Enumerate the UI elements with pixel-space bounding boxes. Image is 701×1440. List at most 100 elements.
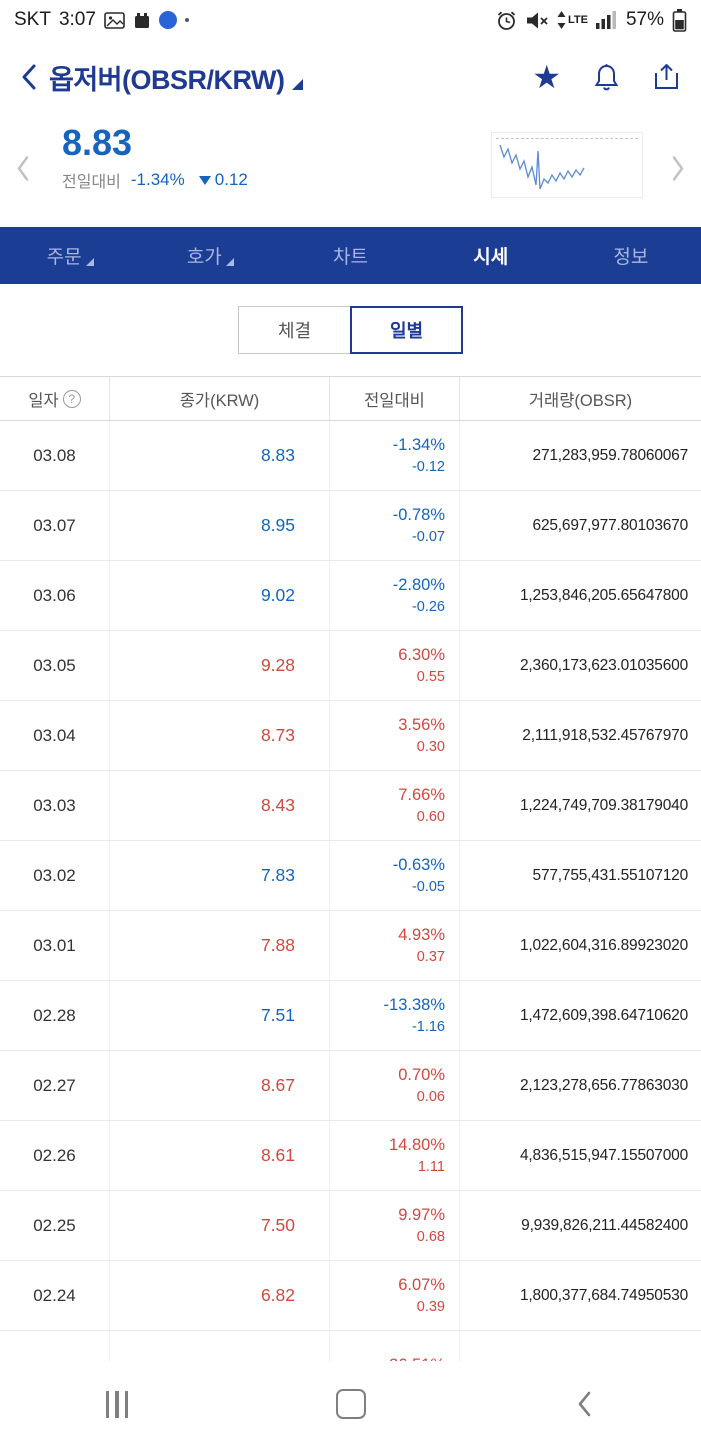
app-notification-icon (133, 12, 151, 29)
table-row: 02.27 8.67 0.70% 0.06 2,123,278,656.7786… (0, 1051, 701, 1121)
cell-date (0, 1331, 110, 1361)
prev-coin-chevron[interactable] (16, 155, 30, 186)
cell-change: 6.07% 0.39 (330, 1261, 460, 1330)
tab-orderbook-dropdown-icon (225, 257, 234, 266)
sparkline-path (499, 144, 585, 190)
table-row: 02.28 7.51 -13.38% -1.16 1,472,609,398.6… (0, 981, 701, 1051)
cell-volume: 1,224,749,709.38179040 (520, 796, 688, 814)
sparkline-dashed-line (496, 138, 638, 139)
header-date: 일자 ? (0, 377, 110, 420)
sparkline-svg (499, 144, 585, 190)
notification-bell-button[interactable] (593, 63, 620, 92)
title-dropdown-triangle-icon[interactable] (291, 78, 303, 90)
mute-icon (526, 10, 549, 31)
change-percent: 7.66% (398, 786, 445, 804)
cell-volume: 577,755,431.55107120 (532, 866, 689, 884)
cell-change: -13.38% -1.16 (330, 981, 460, 1050)
subtab-executions[interactable]: 체결 (238, 306, 351, 354)
cell-date: 03.08 (0, 421, 110, 490)
table-row: 03.01 7.88 4.93% 0.37 1,022,604,316.8992… (0, 911, 701, 981)
cell-change: -2.80% -0.26 (330, 561, 460, 630)
tab-chart[interactable]: 차트 (280, 227, 420, 284)
change-percent: 26.51% (389, 1354, 445, 1361)
change-label: 전일대비 (62, 174, 121, 191)
tab-order[interactable]: 주문 (0, 227, 140, 284)
down-triangle-icon (198, 175, 211, 185)
header-close: 종가(KRW) (110, 377, 330, 420)
change-value: 0.12 (214, 170, 248, 189)
cell-close: 9.28 (110, 631, 330, 700)
nav-back-button[interactable] (467, 1389, 701, 1419)
header-change: 전일대비 (330, 377, 460, 420)
cell-change: 9.97% 0.68 (330, 1191, 460, 1260)
change-delta: 1.11 (417, 1159, 445, 1175)
cell-volume: 1,800,377,684.74950530 (520, 1286, 688, 1304)
change-percent: 6.30% (398, 646, 445, 664)
cell-close: 6.82 (110, 1261, 330, 1330)
cell-change: 26.51% (330, 1331, 460, 1361)
recents-icon (105, 1390, 129, 1418)
table-row: 02.26 8.61 14.80% 1.11 4,836,515,947.155… (0, 1121, 701, 1191)
cell-volume: 1,253,846,205.65647800 (520, 586, 688, 604)
header-volume: 거래량(OBSR) (528, 391, 633, 410)
cell-change: 0.70% 0.06 (330, 1051, 460, 1120)
next-coin-chevron[interactable] (671, 155, 685, 186)
cell-date: 03.06 (0, 561, 110, 630)
cell-close: 7.50 (110, 1191, 330, 1260)
change-delta: 0.55 (416, 669, 445, 685)
cell-date: 02.27 (0, 1051, 110, 1120)
table-row: 03.08 8.83 -1.34% -0.12 271,283,959.7806… (0, 421, 701, 491)
cell-close: 7.51 (110, 981, 330, 1050)
change-percent: 0.70% (398, 1066, 445, 1084)
change-percent: -0.63% (392, 856, 445, 874)
tab-quotes[interactable]: 시세 (421, 227, 561, 284)
header-date-label: 일자 (28, 391, 59, 410)
cell-close: 8.83 (110, 421, 330, 490)
status-time: 3:07 (58, 9, 96, 30)
change-delta: 0.06 (416, 1089, 445, 1105)
android-nav-bar (0, 1368, 701, 1440)
home-button[interactable] (234, 1389, 468, 1419)
cell-change: 7.66% 0.60 (330, 771, 460, 840)
cell-volume: 2,111,918,532.45767970 (522, 726, 688, 744)
change-percent: -1.34% (392, 436, 445, 454)
tab-orderbook[interactable]: 호가 (140, 227, 280, 284)
cell-date: 03.03 (0, 771, 110, 840)
change-delta: 0.30 (416, 739, 445, 755)
nav-back-icon (578, 1391, 590, 1417)
tab-chart-label: 차트 (333, 247, 368, 268)
cell-change: 14.80% 1.11 (330, 1121, 460, 1190)
mini-sparkline-chart (491, 132, 643, 198)
cell-date: 02.28 (0, 981, 110, 1050)
share-button[interactable] (652, 63, 681, 92)
cell-close: 9.02 (110, 561, 330, 630)
table-row: 03.04 8.73 3.56% 0.30 2,111,918,532.4576… (0, 701, 701, 771)
change-percent: 6.07% (398, 1276, 445, 1294)
change-delta: -0.12 (411, 459, 445, 475)
cell-date: 02.26 (0, 1121, 110, 1190)
gallery-notification-icon (104, 11, 125, 29)
change-percent: 4.93% (398, 926, 445, 944)
table-row: 26.51% (0, 1331, 701, 1361)
subtab-daily[interactable]: 일별 (350, 306, 463, 354)
help-icon[interactable]: ? (62, 389, 81, 408)
favorite-star-button[interactable]: ★ (532, 59, 561, 95)
change-percent: 9.97% (398, 1206, 445, 1224)
subtab-row: 체결 일별 (0, 284, 701, 376)
tab-info-label: 정보 (613, 247, 649, 268)
table-row: 03.06 9.02 -2.80% -0.26 1,253,846,205.65… (0, 561, 701, 631)
change-percent: -1.34% (130, 170, 185, 189)
cell-change: 6.30% 0.55 (330, 631, 460, 700)
cell-volume: 4,836,515,947.15507000 (520, 1146, 688, 1164)
back-button[interactable] (20, 63, 37, 91)
recents-button[interactable] (0, 1390, 234, 1418)
cell-volume: 1,472,609,398.64710620 (520, 1006, 688, 1024)
cell-date: 03.04 (0, 701, 110, 770)
cell-volume: 625,697,977.80103670 (532, 516, 689, 534)
cell-change: 3.56% 0.30 (330, 701, 460, 770)
coin-title[interactable]: 옵저버(OBSR/KRW) (49, 64, 285, 95)
cell-date: 03.07 (0, 491, 110, 560)
more-notifications-dot-icon (184, 18, 189, 22)
tab-info[interactable]: 정보 (561, 227, 701, 284)
